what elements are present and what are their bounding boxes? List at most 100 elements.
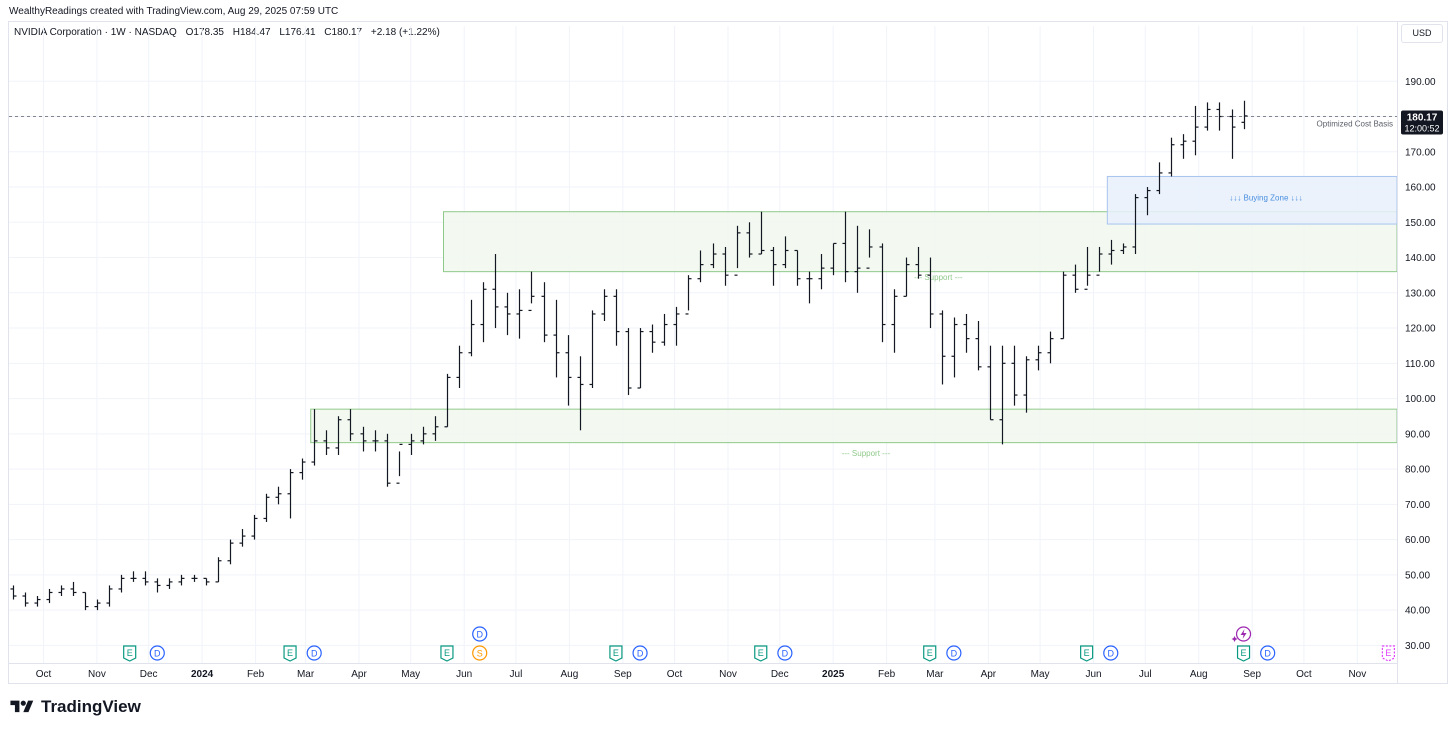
chart-frame (8, 21, 1448, 684)
y-tick-label: 60.00 (1405, 535, 1430, 546)
future-earnings-marker-text: E (1385, 648, 1391, 658)
ohlc-bar (999, 345, 1006, 445)
ohlc-bar (1144, 187, 1151, 216)
chart-credit: WealthyReadings created with TradingView… (9, 6, 339, 17)
buying-zone-label: ↓↓↓ Buying Zone ↓↓↓ (1229, 193, 1302, 202)
price-axis[interactable]: 30.00 40.00 50.00 60.00 70.00 80.00 90.00 100.0… (1397, 22, 1444, 684)
dividend-marker-text: D (1264, 649, 1271, 659)
y-tick-label: 190.00 (1405, 77, 1436, 88)
dividend-marker (1103, 645, 1119, 661)
ohlc-bar (577, 356, 584, 431)
ohlc-bar (685, 275, 692, 315)
ohlc-bar (782, 236, 789, 269)
last-price-line: Optimized Cost Basis (9, 116, 1397, 129)
x-tick-label: Aug (560, 669, 578, 680)
ohlc-bar (1084, 246, 1091, 290)
earnings-marker (283, 645, 297, 662)
ohlc-bar (854, 225, 861, 293)
ohlc-bar (396, 443, 403, 484)
ohlc-bar (347, 409, 354, 441)
dividend-marker (149, 645, 165, 661)
ohlc-bar (516, 289, 523, 339)
earnings-marker-text: E (1241, 648, 1247, 658)
support-zone-upper-label: --- Support --- (914, 273, 963, 282)
split-marker-text: S (477, 649, 483, 659)
y-tick-label: 90.00 (1405, 429, 1430, 440)
ohlc-bar (553, 299, 560, 378)
dividend-marker-text: D (311, 649, 318, 659)
dividend-marker-text: D (154, 649, 161, 659)
y-tick-label: 120.00 (1405, 324, 1436, 335)
open-value: O178.35 (185, 27, 224, 38)
low-value: L176.41 (279, 27, 316, 38)
ohlc-bar (444, 373, 451, 428)
ohlc-bar (722, 246, 729, 286)
earnings-marker (440, 645, 454, 662)
x-tick-label: May (1031, 669, 1050, 680)
future-earnings-marker (1381, 645, 1395, 662)
ohlc-bar (879, 243, 886, 343)
ohlc-bar (939, 310, 946, 385)
x-tick-label: May (401, 669, 420, 680)
ohlc-bar (697, 250, 704, 283)
ohlc-bar (504, 292, 511, 336)
earnings-marker-text: E (758, 648, 764, 658)
ohlc-bar (842, 211, 849, 283)
currency-button[interactable]: USD (1401, 24, 1443, 43)
earnings-marker (923, 645, 937, 662)
ohlc-bar (311, 409, 318, 466)
x-tick-label: Apr (981, 669, 997, 680)
ohlc-bar (734, 225, 741, 276)
ohlc-bar (10, 585, 17, 600)
ohlc-bar (287, 469, 294, 519)
ohlc-bar (239, 529, 246, 547)
lightning-icon (1240, 629, 1247, 639)
ohlc-bar (1132, 194, 1139, 255)
ohlc-bar (166, 578, 173, 589)
ohlc-bar (1060, 271, 1067, 340)
zones: --- Support --- --- Support --- ↓↓↓ Buying… (310, 175, 1398, 458)
x-tick-label: Sep (614, 669, 632, 680)
support-zone-lower (310, 408, 1398, 444)
ohlc-bar (613, 289, 620, 346)
x-tick-label: 2025 (822, 669, 845, 680)
earnings-marker (754, 645, 768, 662)
symbol-name[interactable]: NVIDIA Corporation · 1W · NASDAQ (14, 27, 177, 38)
event-markers[interactable]: E D E D E SDE D E D E D E D E D E (123, 626, 1395, 662)
ohlc-bar (637, 328, 644, 389)
tradingview-logo-icon (10, 700, 34, 713)
x-tick-label: Oct (1296, 669, 1312, 680)
x-tick-label: Jul (1139, 669, 1152, 680)
time-axis[interactable]: Oct Nov Dec 2024 Feb Mar Apr May Jun Jul Aug Sep Oct… (8, 663, 1397, 681)
ohlc-bar (275, 486, 282, 505)
ohlc-bar (1108, 239, 1115, 265)
ohlc-bar (1241, 100, 1248, 130)
ohlc-bar (215, 557, 222, 583)
ohlc-bar (154, 578, 161, 593)
ohlc-bar (625, 328, 632, 396)
dividend-marker-text: D (782, 649, 789, 659)
ohlc-bar (58, 585, 65, 597)
ohlc-bar (46, 588, 53, 604)
ohlc-bar (915, 246, 922, 279)
ohlc-bar (360, 426, 367, 452)
dividend-marker-text: D (476, 630, 483, 640)
ohlc-bar (818, 254, 825, 290)
earnings-marker (1080, 645, 1094, 662)
ohlc-bar (1168, 137, 1175, 177)
earnings-marker (609, 645, 623, 662)
ohlc-bar (420, 426, 427, 445)
x-tick-label: Nov (88, 669, 106, 680)
ohlc-bar (492, 254, 499, 329)
ohlc-bar (432, 416, 439, 441)
x-tick-label: Oct (36, 669, 52, 680)
ohlc-bar (951, 317, 958, 378)
ohlc-bar (975, 321, 982, 371)
tradingview-brand[interactable]: TradingView (9, 697, 141, 717)
dividend-marker (946, 645, 962, 661)
sparkle-icon (1231, 636, 1238, 642)
y-tick-label: 30.00 (1405, 641, 1430, 652)
ohlc-bar (661, 313, 668, 346)
earnings-marker (123, 645, 137, 662)
